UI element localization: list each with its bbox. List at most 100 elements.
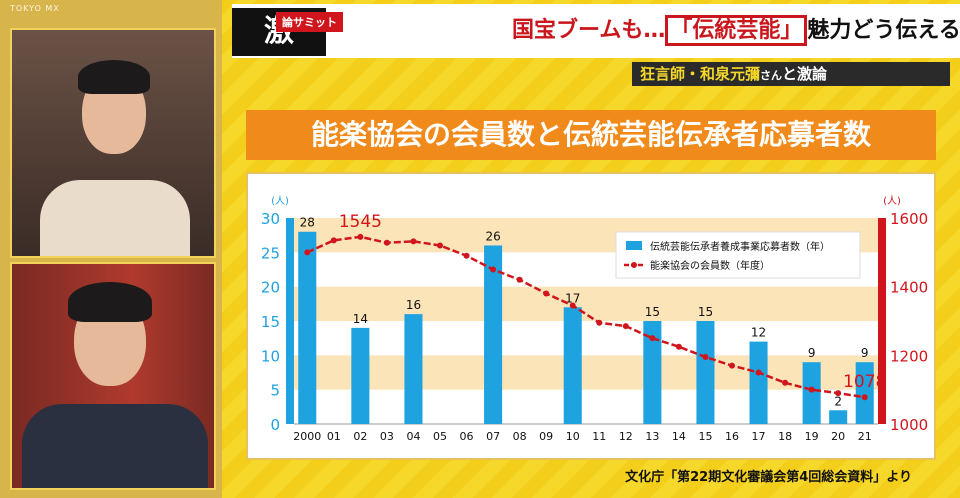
bar: [404, 314, 423, 424]
line-value-label: 1545: [339, 212, 382, 232]
line-value-label: 1078: [843, 372, 886, 392]
line-point: [702, 354, 709, 361]
grid-band: [294, 286, 878, 321]
camera-feed-bottom: [10, 262, 216, 490]
line-point: [383, 239, 390, 246]
x-tick-label: 11: [592, 430, 606, 443]
x-tick-label: 21: [858, 430, 872, 443]
right-tick-label: 1600: [890, 210, 928, 228]
x-tick-label: 09: [539, 430, 553, 443]
left-tick-label: 20: [261, 279, 280, 297]
line-point: [755, 369, 762, 376]
line-point: [463, 252, 470, 259]
sub-headline-honorific: さん: [760, 69, 783, 82]
x-tick-label: 16: [725, 430, 739, 443]
right-axis-bar: [878, 218, 886, 424]
left-tick-label: 25: [261, 244, 280, 262]
line-point: [330, 237, 337, 244]
line-point: [569, 302, 576, 309]
bar: [351, 327, 370, 424]
right-tick-label: 1000: [890, 416, 928, 434]
bar-value-label: 26: [485, 229, 500, 243]
right-tick-label: 1400: [890, 279, 928, 297]
source-note: 文化庁「第22期文化審議会第4回総会資料」より: [625, 470, 912, 485]
x-tick-label: 20: [831, 430, 845, 443]
guest-body: [40, 180, 190, 256]
bar-value-label: 2: [834, 394, 842, 408]
channel-logo: TOKYO MX: [10, 4, 60, 13]
line-point: [675, 343, 682, 350]
x-tick-label: 01: [327, 430, 341, 443]
left-tick-label: 0: [270, 416, 280, 434]
member-count-line: [306, 235, 865, 399]
bar-value-label: 15: [645, 305, 660, 319]
line-point: [729, 362, 735, 369]
host-body: [22, 404, 208, 488]
bar: [749, 341, 768, 424]
bar: [643, 321, 662, 424]
x-tick-label: 04: [406, 430, 420, 443]
host-hair: [68, 282, 152, 322]
sub-headline: 狂言師・和泉元彌さんと激論: [632, 62, 950, 86]
video-panel: TOKYO MX: [0, 0, 222, 498]
line-point: [304, 249, 311, 256]
bar-value-label: 9: [808, 346, 816, 360]
bar-value-label: 9: [861, 346, 869, 360]
bar: [298, 231, 317, 424]
x-tick-label: 07: [486, 430, 500, 443]
bar-value-label: 14: [353, 312, 368, 326]
program-logo-sub: 論サミット: [276, 12, 343, 32]
line-point: [622, 323, 629, 330]
headline-part3: 魅力どう伝える: [807, 18, 960, 43]
bar-value-label: 15: [698, 305, 713, 319]
sub-headline-tail: と激論: [782, 65, 828, 83]
chart-card: (人) (人) 0 5 10 15 20 25 30 1000 1200 1400 1600 2000 01…: [246, 172, 936, 460]
x-tick-label: 14: [672, 430, 686, 443]
bar: [696, 321, 715, 424]
headline-part1: 国宝ブームも…: [512, 18, 666, 43]
x-tick-label: 06: [460, 430, 474, 443]
legend-bar-label: 伝統芸能伝承者養成事業応募者数（年）: [650, 240, 830, 253]
legend-bar-swatch: [626, 241, 642, 250]
bar: [829, 410, 848, 424]
x-tick-label: 03: [380, 430, 394, 443]
line-point: [437, 242, 443, 249]
left-tick-label: 5: [270, 382, 280, 400]
left-axis-bar: [286, 218, 294, 424]
line-point: [357, 233, 364, 240]
bar-value-label: 16: [406, 298, 421, 312]
guest-hair: [78, 60, 150, 94]
headline-bar: 激 論サミット 国宝ブームも…「伝統芸能」魅力どう伝える: [232, 4, 960, 58]
line-point: [835, 390, 842, 397]
sub-headline-name: 狂言師・和泉元彌: [640, 65, 761, 83]
line-point: [490, 266, 497, 273]
headline-text: 国宝ブームも… 「伝統芸能」 魅力どう伝える: [512, 12, 960, 46]
left-tick-label: 10: [261, 347, 280, 365]
x-tick-label: 02: [353, 430, 367, 443]
bar: [802, 362, 821, 424]
bar: [855, 362, 874, 424]
bar-value-label: 12: [751, 326, 766, 340]
x-tick-label: 18: [778, 430, 792, 443]
line-point: [410, 238, 417, 245]
line-point: [649, 335, 656, 342]
line-point: [516, 276, 523, 283]
x-tick-label: 13: [645, 430, 659, 443]
left-axis-unit: (人): [271, 195, 289, 207]
legend-line-label: 能楽協会の会員数（年度）: [650, 259, 770, 272]
line-point: [596, 319, 603, 326]
x-tick-label: 08: [513, 430, 527, 443]
bar-value-label: 28: [300, 216, 315, 230]
x-tick-label: 12: [619, 430, 633, 443]
grid-band: [294, 355, 878, 390]
legend-box: [615, 231, 861, 279]
line-point: [861, 394, 868, 401]
line-point: [782, 379, 789, 386]
headline-part2: 「伝統芸能」: [665, 15, 808, 46]
x-tick-label: 10: [566, 430, 580, 443]
bar: [563, 307, 582, 424]
bar: [484, 245, 503, 424]
right-tick-label: 1200: [890, 347, 928, 365]
x-tick-label: 05: [433, 430, 447, 443]
